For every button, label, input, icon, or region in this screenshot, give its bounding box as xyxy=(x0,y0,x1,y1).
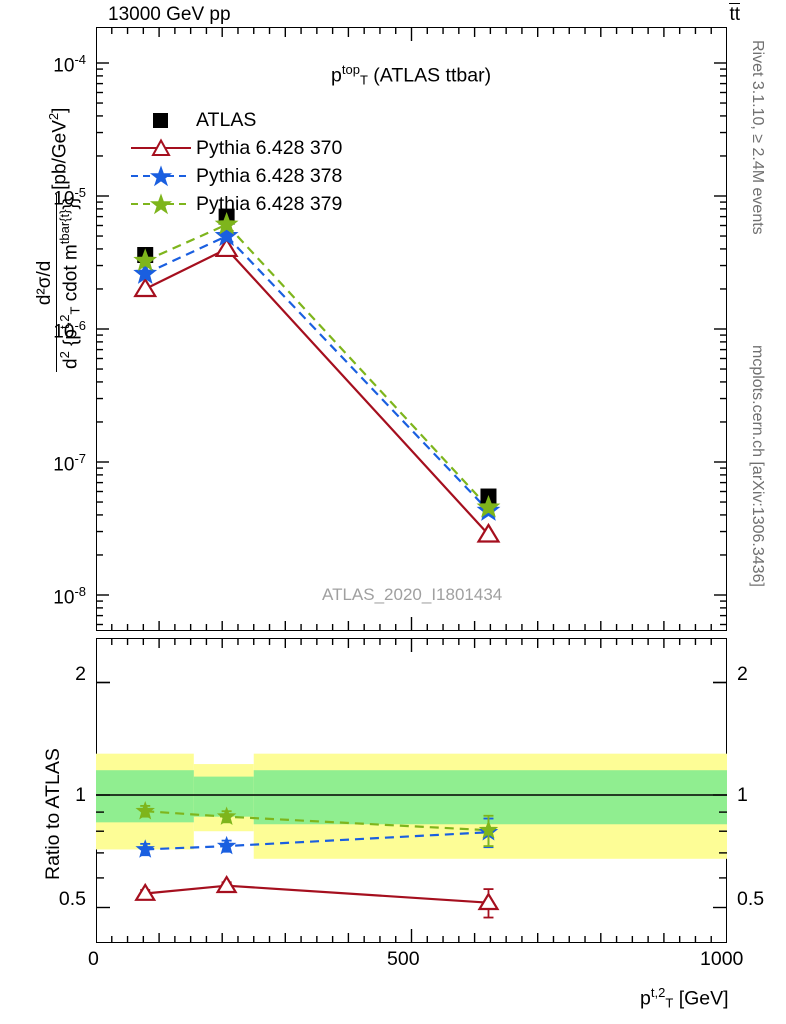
ratio-ytick-label-left-05: 0.5 xyxy=(58,888,86,910)
main-data-curves xyxy=(133,208,501,543)
xtick-label-0: 0 xyxy=(88,948,99,970)
ratio-marker-pythia-6-428-379 xyxy=(478,819,499,839)
analysis-watermark: ATLAS_2020_I1801434 xyxy=(322,585,503,604)
xtick-label-1000: 1000 xyxy=(700,948,744,970)
ratio-ytick-label-left-2: 2 xyxy=(75,663,86,685)
main-plot-title: ptopT (ATLAS ttbar) xyxy=(331,62,491,88)
main-marker-pythia-6-428-378 xyxy=(214,223,239,247)
main-ytick-label-4: 10-8 xyxy=(53,584,86,609)
header-process-text: tt xyxy=(729,4,740,25)
main-marker-pythia-6-428-379 xyxy=(214,212,239,235)
legend-marker-open-triangle xyxy=(131,138,191,156)
legend-marker-star-green xyxy=(131,193,191,215)
ratio-ylabel: Ratio to ATLAS xyxy=(42,748,64,880)
main-ytick-label-2: 10-6 xyxy=(53,318,86,343)
main-marker-pythia-6-428-379 xyxy=(133,248,158,272)
header-beam-label: 13000 GeV pp xyxy=(108,4,231,25)
ratio-marker-pythia-6-428-378 xyxy=(135,839,155,858)
ratio-marker-pythia-370 xyxy=(134,882,157,901)
legend-label-pythia-379: Pythia 6.428 379 xyxy=(196,193,343,215)
ratio-marker-pythia-6-428-379 xyxy=(216,806,237,825)
ratio-data-curves xyxy=(134,800,500,919)
legend-label-pythia-370: Pythia 6.428 370 xyxy=(196,137,343,159)
main-line-pythia-6-428-378 xyxy=(144,234,490,512)
main-marker-pythia-6-428-378 xyxy=(133,261,158,284)
ratio-ytick-label-right-1: 1 xyxy=(737,784,748,806)
xtick-label-500: 500 xyxy=(387,948,420,970)
main-plot-canvas xyxy=(96,27,727,631)
title-rest: (ATLAS ttbar) xyxy=(367,64,492,87)
legend-label-pythia-378: Pythia 6.428 378 xyxy=(196,165,343,187)
ylabel-numerator: d²σ/d xyxy=(34,260,55,306)
main-line-pythia-6-428-379 xyxy=(144,223,490,509)
mcplots-reference-label: mcplots.cern.ch [arXiv:1306.3436] xyxy=(749,345,766,587)
main-plot-panel xyxy=(96,27,727,631)
header-process-label: tt xyxy=(729,3,740,26)
main-marker-pythia-370 xyxy=(133,277,158,298)
title-sup: top xyxy=(341,62,360,77)
xtitle-rest: [GeV] xyxy=(673,987,729,1010)
main-line-pythia-6-428-370 xyxy=(144,247,490,536)
xaxis-title: pt,2T [GeV] xyxy=(640,985,729,1011)
ratio-band-green-band xyxy=(193,776,254,817)
ratio-ytick-label-left-1: 1 xyxy=(75,784,86,806)
rivet-version-label: Rivet 3.1.10, ≥ 2.4M events xyxy=(749,40,766,235)
legend-label-atlas: ATLAS xyxy=(196,109,257,131)
main-ytick-label-0: 10-4 xyxy=(53,52,86,77)
xtitle-sup: t,2 xyxy=(650,985,666,1000)
title-sub: T xyxy=(359,72,368,88)
main-ytick-label-1: 10-5 xyxy=(53,185,86,210)
xtitle-p: p xyxy=(640,987,651,1010)
ratio-line-pythia-6-428-370 xyxy=(145,884,489,904)
legend-marker-star-blue xyxy=(131,165,191,187)
ratio-ytick-label-right-05: 0.5 xyxy=(737,888,765,910)
main-marker-pythia-370 xyxy=(476,522,501,543)
ylabel-unit: [pb/GeV2] xyxy=(45,107,71,190)
ratio-marker-pythia-6-428-378 xyxy=(216,835,237,855)
main-ytick-label-3: 10-7 xyxy=(53,451,86,476)
ratio-marker-pythia-370 xyxy=(215,874,238,894)
title-p: p xyxy=(331,64,342,87)
main-marker-pythia-370 xyxy=(214,237,239,258)
legend-marker-filled-square xyxy=(153,113,168,128)
ylabel-denominator: d2 {pt,2T cdot mtbar{t}}} xyxy=(57,196,83,369)
xtitle-sub: T xyxy=(665,995,674,1011)
ratio-ytick-label-right-2: 2 xyxy=(737,663,748,685)
ratio-uncertainty-bands xyxy=(96,753,727,859)
main-axis-ticks xyxy=(96,27,727,631)
ratio-plot-canvas xyxy=(96,638,727,943)
main-marker-pythia-6-428-379 xyxy=(476,494,501,518)
ratio-marker-pythia-6-428-379 xyxy=(135,800,155,820)
ratio-marker-pythia-370 xyxy=(477,892,500,911)
ratio-axis-ticks xyxy=(96,638,727,943)
